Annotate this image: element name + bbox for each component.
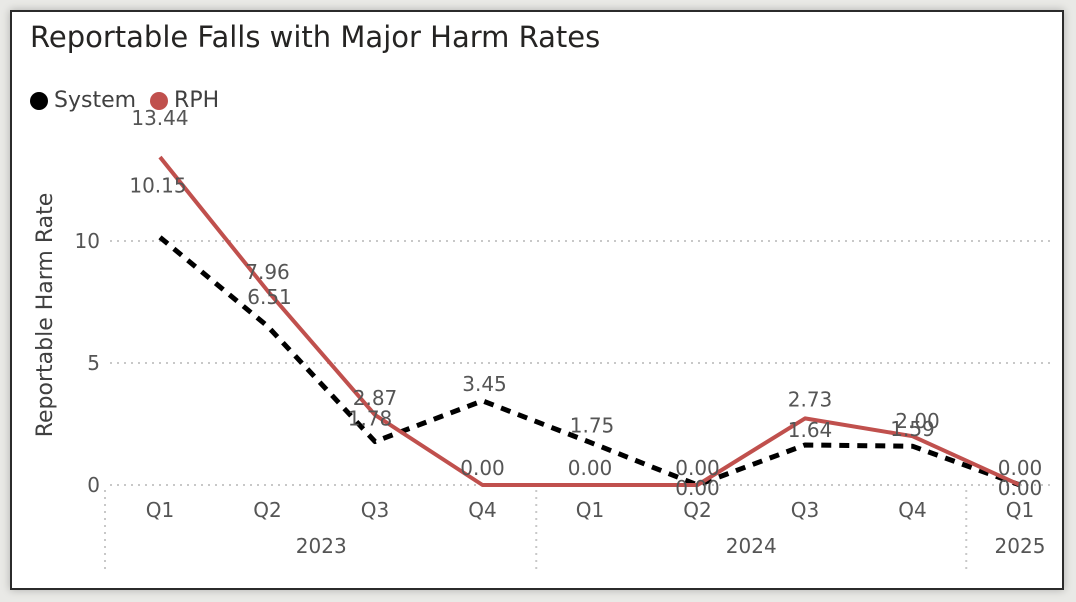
data-label-system: 0.00 (998, 476, 1043, 500)
x-tick-label: Q4 (468, 498, 496, 522)
data-label-rph: 2.73 (788, 387, 833, 411)
x-tick-label: Q3 (361, 498, 389, 522)
data-label-system: 1.64 (788, 418, 833, 442)
data-label-system: 0.00 (675, 476, 720, 500)
data-label-rph: 0.00 (675, 456, 720, 480)
data-label-rph: 7.96 (245, 260, 290, 284)
year-label: 2024 (726, 534, 777, 558)
data-label-rph: 0.00 (568, 456, 613, 480)
legend-dot-rph (150, 91, 169, 110)
chart-title: Reportable Falls with Major Harm Rates (30, 20, 601, 54)
year-label: 2025 (995, 534, 1046, 558)
data-label-system: 10.15 (129, 173, 186, 197)
series-line-rph (158, 155, 1021, 487)
data-label-system: 1.75 (570, 413, 615, 437)
y-tick-label: 0 (87, 473, 100, 497)
x-tick-label: Q1 (1006, 498, 1034, 522)
data-label-rph: 0.00 (998, 456, 1043, 480)
chart-card: Reportable Falls with Major Harm Rates S… (10, 10, 1064, 590)
legend-item-rph[interactable]: RPH (150, 88, 219, 113)
data-label-rph: 2.87 (353, 386, 398, 410)
x-tick-label: Q2 (253, 498, 281, 522)
series-line-system (158, 235, 1021, 488)
data-label-rph: 0.00 (460, 456, 505, 480)
legend-item-system[interactable]: System (30, 88, 136, 113)
data-label-rph: 2.00 (895, 409, 940, 433)
y-tick-label: 10 (75, 229, 100, 253)
legend-label-system: System (54, 88, 137, 113)
data-label-system: 1.78 (348, 407, 393, 431)
data-label-rph: 13.44 (131, 106, 188, 130)
legend-label-rph: RPH (174, 88, 220, 113)
x-tick-label: Q1 (146, 498, 174, 522)
data-label-system: 1.59 (890, 417, 935, 441)
year-label: 2023 (296, 534, 347, 558)
legend-dot-system (30, 91, 48, 110)
x-tick-label: Q3 (791, 498, 819, 522)
x-tick-label: Q1 (576, 498, 604, 522)
y-tick-label: 5 (87, 351, 100, 375)
y-axis-label: Reportable Harm Rate (33, 193, 58, 438)
x-tick-label: Q4 (898, 498, 926, 522)
legend: System RPH (30, 88, 233, 113)
data-label-system: 6.51 (247, 285, 292, 309)
data-label-system: 3.45 (462, 372, 507, 396)
x-tick-label: Q2 (683, 498, 711, 522)
